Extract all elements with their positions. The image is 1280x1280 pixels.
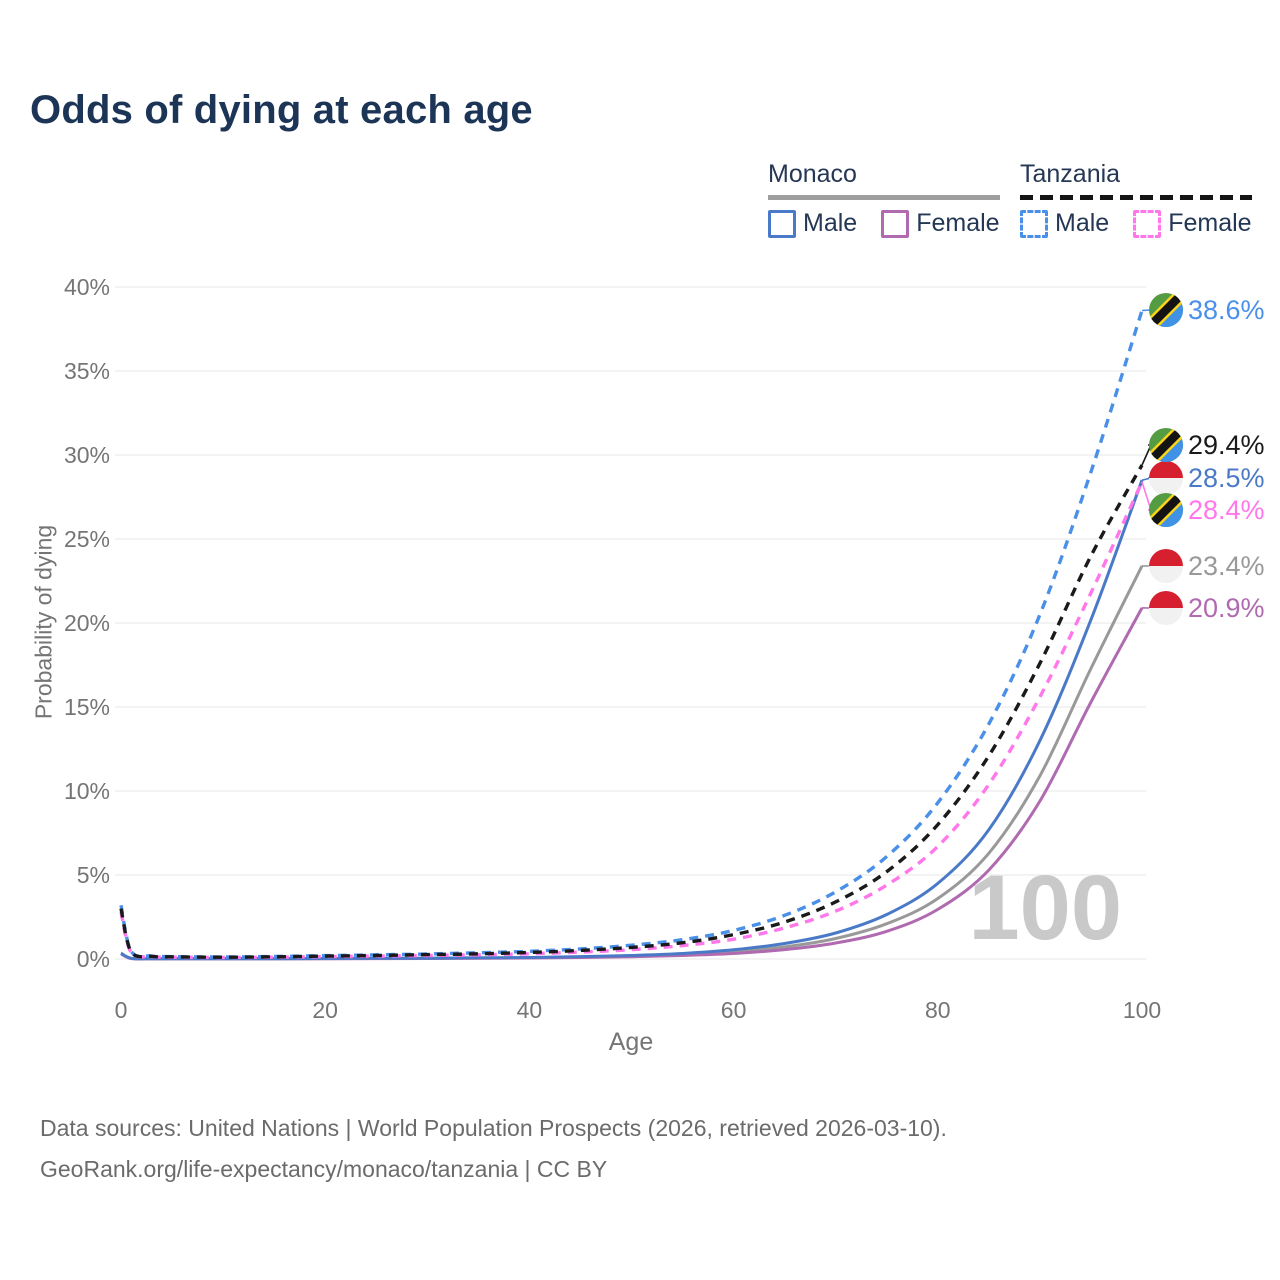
monaco-male-swatch-icon (768, 209, 796, 238)
x-tick-label: 80 (925, 997, 951, 1023)
data-sources-text: Data sources: United Nations | World Pop… (40, 1115, 947, 1141)
legend-monaco-title[interactable]: Monaco (768, 160, 1000, 200)
legend-tanzania-label: Tanzania (1020, 160, 1121, 188)
end-label-monaco-male: 28.5% (1188, 463, 1265, 493)
legend-label: Female (916, 209, 1000, 237)
y-tick-label: 15% (64, 694, 110, 720)
y-axis-title: Probability of dying (30, 524, 57, 720)
legend-tanzania-title[interactable]: Tanzania (1020, 160, 1252, 200)
monaco-flag-icon (1149, 591, 1183, 625)
x-tick-label: 0 (115, 997, 128, 1023)
attribution-text: GeoRank.org/life-expectancy/monaco/tanza… (40, 1155, 608, 1182)
y-tick-label: 25% (64, 526, 110, 552)
legend-group-tanzania: Tanzania Male Female (1020, 160, 1252, 238)
legend-label: Male (803, 209, 858, 237)
monaco-line-style-sample (768, 195, 1000, 200)
y-tick-label: 5% (77, 862, 110, 888)
legend-group-monaco: Monaco Male Female (768, 160, 1000, 238)
monaco-flag-icon (1149, 461, 1183, 495)
y-tick-label: 30% (64, 442, 110, 468)
monaco-female-swatch-icon (881, 209, 910, 238)
page-title: Odds of dying at each age (30, 88, 533, 132)
series-line-tanzania-total (119, 464, 1144, 959)
tanzania-female-swatch-icon (1133, 209, 1162, 238)
legend-item-tanzania-male[interactable]: Male (1020, 209, 1109, 238)
y-tick-label: 35% (64, 358, 110, 384)
x-tick-label: 20 (312, 997, 338, 1023)
tanzania-flag-icon (1149, 428, 1183, 462)
tanzania-flag-icon (1149, 293, 1183, 327)
y-tick-label: 40% (64, 274, 110, 300)
age-counter-watermark: 100 (968, 857, 1123, 959)
legend-item-monaco-female[interactable]: Female (881, 209, 1000, 238)
legend-item-tanzania-female[interactable]: Female (1133, 209, 1252, 238)
legend-monaco-label: Monaco (768, 160, 857, 188)
end-label-monaco-total: 23.4% (1188, 551, 1265, 581)
end-label-monaco-female: 20.9% (1188, 593, 1265, 623)
y-tick-label: 0% (77, 946, 110, 972)
y-tick-label: 10% (64, 778, 110, 804)
monaco-flag-icon (1149, 549, 1183, 583)
x-axis-title: Age (608, 1028, 654, 1056)
footer: Data sources: United Nations | World Pop… (40, 1108, 947, 1190)
end-label-tanzania-male: 38.6% (1188, 295, 1265, 325)
end-label-tanzania-female: 28.4% (1188, 495, 1265, 525)
legend-label: Female (1168, 209, 1252, 237)
end-label-tanzania-total: 29.4% (1188, 430, 1265, 460)
legend-item-monaco-male[interactable]: Male (768, 209, 857, 238)
legend-label: Male (1055, 209, 1110, 237)
x-tick-label: 40 (517, 997, 543, 1023)
x-tick-label: 60 (721, 997, 747, 1023)
x-tick-label: 100 (1123, 997, 1161, 1023)
tanzania-male-swatch-icon (1020, 209, 1048, 238)
y-tick-label: 20% (64, 610, 110, 636)
tanzania-line-style-sample (1020, 195, 1252, 200)
series-line-tanzania-male (119, 309, 1144, 959)
tanzania-flag-icon (1149, 493, 1183, 527)
